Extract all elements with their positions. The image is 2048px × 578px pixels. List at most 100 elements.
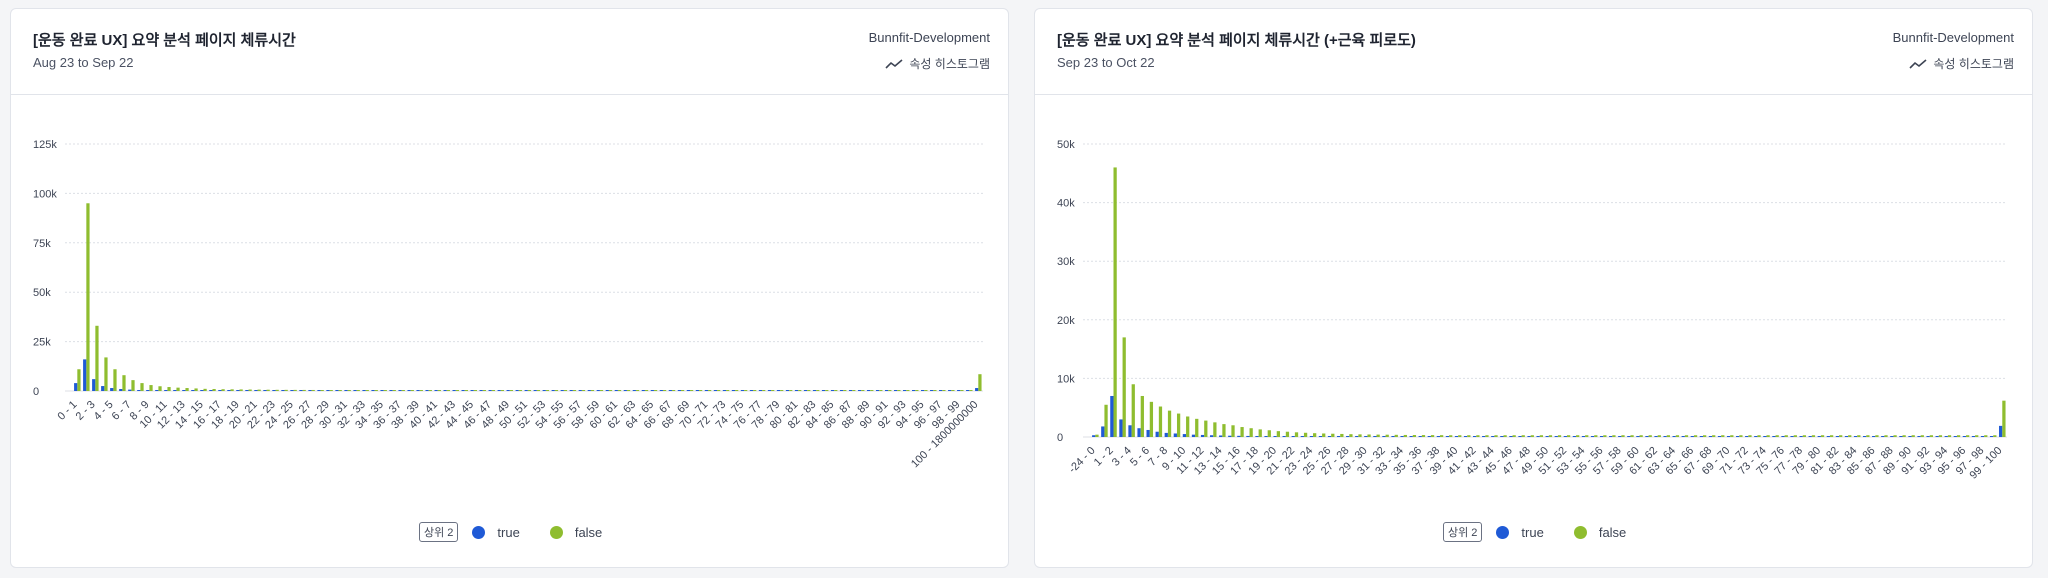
bar-false[interactable] [1530, 435, 1534, 437]
bar-true[interactable] [1953, 436, 1957, 437]
bar-true[interactable] [515, 390, 519, 391]
bar-true[interactable] [957, 390, 961, 391]
bar-false[interactable] [347, 390, 351, 391]
bar-true[interactable] [1944, 436, 1948, 437]
bar-false[interactable] [1331, 433, 1335, 437]
bar-true[interactable] [1618, 436, 1622, 437]
bar-false[interactable] [455, 390, 459, 391]
bar-true[interactable] [1264, 436, 1268, 437]
bar-false[interactable] [626, 390, 631, 391]
bar-true[interactable] [930, 390, 934, 391]
bar-false[interactable] [536, 390, 541, 391]
bar-false[interactable] [1376, 434, 1380, 437]
bar-false[interactable] [1657, 435, 1661, 437]
bar-true[interactable] [596, 390, 600, 391]
bar-false[interactable] [86, 203, 90, 391]
bar-false[interactable] [1430, 435, 1435, 437]
bar-true[interactable] [524, 390, 528, 391]
bar-true[interactable] [1690, 436, 1694, 437]
bar-false[interactable] [780, 390, 784, 391]
bar-true[interactable] [1681, 436, 1685, 437]
bar-false[interactable] [1167, 410, 1172, 437]
bar-true[interactable] [200, 390, 204, 391]
bar-false[interactable] [708, 390, 712, 391]
bar-false[interactable] [816, 390, 820, 391]
bar-true[interactable] [1237, 435, 1241, 437]
bar-false[interactable] [1322, 433, 1326, 437]
bar-true[interactable] [497, 390, 501, 391]
bar-false[interactable] [608, 390, 613, 391]
bar-false[interactable] [365, 390, 369, 391]
bar-false[interactable] [753, 390, 757, 391]
bar-true[interactable] [1409, 436, 1413, 437]
bar-true[interactable] [1101, 426, 1105, 437]
bar-true[interactable] [1527, 436, 1531, 437]
bar-true[interactable] [1609, 436, 1613, 437]
bar-true[interactable] [362, 390, 366, 391]
bar-true[interactable] [1536, 436, 1540, 437]
bar-false[interactable] [1113, 167, 1117, 437]
bar-false[interactable] [1521, 435, 1525, 437]
bar-false[interactable] [1258, 429, 1262, 437]
bar-false[interactable] [122, 375, 126, 391]
bar-true[interactable] [1899, 436, 1903, 437]
bar-false[interactable] [293, 389, 297, 391]
bar-true[interactable] [902, 390, 907, 391]
bar-true[interactable] [380, 390, 384, 391]
bar-true[interactable] [893, 390, 898, 391]
bar-false[interactable] [1267, 430, 1271, 437]
bar-false[interactable] [248, 389, 252, 391]
bar-false[interactable] [401, 390, 405, 391]
bar-true[interactable] [839, 390, 844, 391]
bar-true[interactable] [1518, 436, 1522, 437]
bar-true[interactable] [1282, 436, 1286, 437]
bar-true[interactable] [614, 390, 618, 391]
bar-false[interactable] [717, 390, 721, 391]
bar-false[interactable] [1412, 435, 1417, 437]
bar-true[interactable] [1917, 436, 1921, 437]
bar-true[interactable] [966, 390, 970, 391]
bar-false[interactable] [726, 390, 730, 391]
bar-true[interactable] [641, 390, 645, 391]
bar-false[interactable] [1603, 435, 1607, 437]
bar-true[interactable] [182, 390, 186, 391]
bar-true[interactable] [776, 390, 781, 391]
bar-false[interactable] [302, 389, 306, 391]
bar-true[interactable] [101, 386, 105, 391]
bar-true[interactable] [434, 390, 438, 391]
bar-false[interactable] [1095, 434, 1099, 437]
bar-false[interactable] [798, 390, 802, 391]
bar-true[interactable] [443, 390, 447, 391]
bar-false[interactable] [284, 389, 288, 391]
bar-true[interactable] [857, 390, 862, 391]
bar-true[interactable] [948, 390, 952, 391]
bar-true[interactable] [1754, 436, 1758, 437]
bar-false[interactable] [915, 390, 919, 391]
bar-true[interactable] [1219, 435, 1223, 437]
bar-true[interactable] [1763, 436, 1767, 437]
bar-false[interactable] [1721, 435, 1725, 437]
bar-false[interactable] [392, 390, 396, 391]
bar-false[interactable] [1394, 434, 1398, 437]
bar-true[interactable] [578, 390, 582, 391]
bar-true[interactable] [749, 390, 754, 391]
bar-true[interactable] [1228, 435, 1232, 437]
bar-true[interactable] [812, 390, 817, 391]
bar-true[interactable] [1246, 435, 1250, 437]
bar-false[interactable] [924, 390, 928, 391]
bar-false[interactable] [735, 390, 739, 391]
bar-true[interactable] [1726, 436, 1731, 437]
bar-true[interactable] [299, 390, 303, 391]
bar-false[interactable] [1966, 435, 1970, 437]
bar-false[interactable] [671, 390, 676, 391]
bar-false[interactable] [1476, 435, 1480, 437]
card-title[interactable]: [운동 완료 UX] 요약 분석 페이지 체류시간 (+근육 피로도) [1057, 32, 1416, 49]
bar-false[interactable] [762, 390, 766, 391]
bar-true[interactable] [272, 390, 276, 391]
bar-true[interactable] [1962, 436, 1966, 437]
bar-true[interactable] [1491, 436, 1495, 437]
bar-false[interactable] [410, 390, 414, 391]
bar-true[interactable] [488, 390, 492, 391]
bar-false[interactable] [1802, 435, 1807, 437]
bar-true[interactable] [677, 390, 681, 391]
